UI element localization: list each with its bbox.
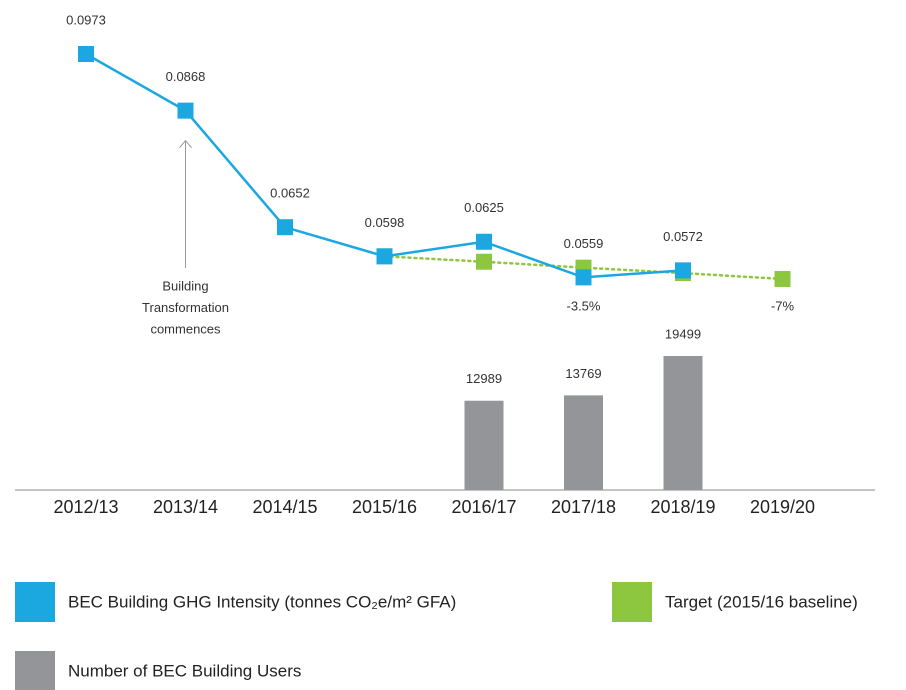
marker: [277, 219, 293, 236]
bar-label: 12989: [466, 371, 502, 386]
annotation: commences: [150, 321, 221, 336]
x-tick-label: 2016/17: [451, 497, 516, 517]
marker: [177, 102, 194, 119]
marker: [476, 253, 492, 270]
x-tick-label: 2019/20: [750, 497, 815, 517]
value-label: 0.0652: [270, 186, 310, 201]
x-tick-label: 2013/14: [153, 497, 218, 517]
legend-label: Target (2015/16 baseline): [665, 592, 858, 611]
annotation-arrowhead: [179, 139, 192, 148]
marker: [675, 262, 691, 279]
bar: [464, 400, 504, 490]
marker: [78, 46, 94, 62]
annotation: Transformation: [142, 300, 229, 315]
legend-swatch: [612, 582, 652, 622]
legend-label: Number of BEC Building Users: [68, 661, 301, 680]
legend-swatch: [15, 651, 55, 690]
marker: [575, 269, 592, 286]
value-label: 0.0572: [663, 229, 703, 244]
marker: [774, 271, 791, 287]
value-label: 0.0598: [365, 215, 405, 230]
legend-swatch: [15, 582, 55, 622]
x-tick-label: 2015/16: [352, 497, 417, 517]
x-tick-label: 2017/18: [551, 497, 616, 517]
value-label: 0.0625: [464, 200, 504, 215]
bar-label: 13769: [565, 366, 601, 381]
value-label: 0.0973: [66, 12, 106, 27]
bar: [564, 395, 603, 490]
x-tick-label: 2014/15: [252, 497, 317, 517]
bar-label: 19499: [665, 326, 701, 341]
marker: [476, 233, 492, 250]
bar: [663, 356, 703, 490]
x-tick-label: 2018/19: [650, 497, 715, 517]
value-label: 0.0868: [166, 69, 206, 84]
annotation: Building: [162, 278, 208, 293]
annotation: -7%: [771, 298, 795, 313]
marker: [376, 248, 393, 265]
legend-label: BEC Building GHG Intensity (tonnes CO₂e/…: [68, 592, 456, 611]
annotation: -3.5%: [567, 298, 601, 313]
value-label: 0.0559: [564, 236, 604, 251]
x-tick-label: 2012/13: [53, 497, 118, 517]
